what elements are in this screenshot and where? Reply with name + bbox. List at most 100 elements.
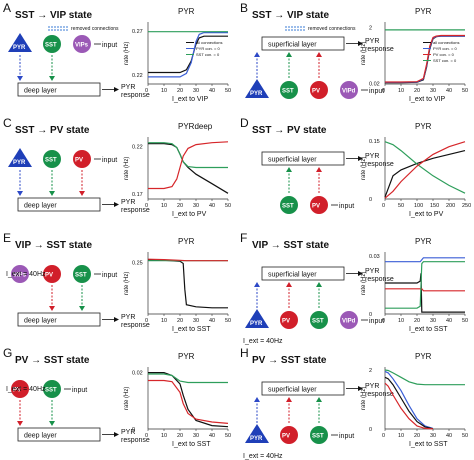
x-tick-label: 30 <box>193 203 199 209</box>
projection-arrowhead <box>79 191 85 196</box>
layer-label: superficial layer <box>268 42 317 49</box>
cell-sst: SST <box>280 52 298 99</box>
cell-label: VIPs <box>13 273 27 279</box>
y-tick-label: 0 <box>369 312 372 318</box>
projection-arrowhead <box>49 421 55 426</box>
series-line <box>148 141 229 190</box>
iext-label: I_ext = 40Hz <box>6 271 46 278</box>
cell-label: PV <box>312 204 320 210</box>
layer-label: deep layer <box>24 433 57 440</box>
projection-arrowhead <box>49 76 55 81</box>
series-line <box>148 31 228 78</box>
x-axis-label: I_ext to PV <box>409 211 444 218</box>
cell-label: SST <box>45 388 57 394</box>
y-tick-label: 0.03 <box>369 254 380 260</box>
sst-circle <box>280 81 298 99</box>
x-tick-label: 50 <box>398 203 404 209</box>
x-tick-label: 10 <box>161 88 167 94</box>
sst-circle <box>43 150 61 168</box>
cell-pyr: PYR <box>245 52 269 98</box>
series-line <box>148 372 229 428</box>
series-line <box>148 373 228 384</box>
x-tick-label: 30 <box>430 433 436 439</box>
cell-label: PV <box>13 388 21 394</box>
x-tick-label: 30 <box>193 433 199 439</box>
cell-label: SST <box>282 89 294 95</box>
panel-letter: E <box>3 231 11 245</box>
cell-label: VIPs <box>75 43 89 49</box>
series-line <box>384 382 434 430</box>
response-label: PYR <box>121 314 135 321</box>
series-line <box>147 259 228 309</box>
chart-title: PYR <box>178 7 195 16</box>
cell-pv: PV <box>73 150 91 196</box>
layer-label: deep layer <box>24 203 57 210</box>
y-tick-label: 0.25 <box>132 260 143 266</box>
legend-text: removed connections <box>308 26 356 32</box>
x-tick-label: 10 <box>398 88 404 94</box>
y-tick-label: 0.02 <box>132 371 143 377</box>
response-label: PYR <box>121 84 135 91</box>
chart-E: PYR 0 10 20 30 40 50 0.25 I_ext to SST rate (Hz) <box>124 237 231 333</box>
x-tick-label: 20 <box>177 203 183 209</box>
layer-label: superficial layer <box>268 157 317 164</box>
cell-sst: SST <box>310 282 328 329</box>
response-label: response <box>365 161 394 168</box>
series-line <box>384 150 466 198</box>
cell-label: PV <box>75 158 83 164</box>
y-tick-label: 2 <box>369 26 372 32</box>
cell-label: VIPd <box>342 319 356 325</box>
y-tick-label: 0 <box>369 427 372 433</box>
pyr-triangle <box>245 309 269 328</box>
legend-entry: PYR con. = 0 <box>196 46 220 51</box>
response-label: PYR <box>365 268 379 275</box>
vip-circle <box>11 265 29 283</box>
x-tick-label: 100 <box>414 203 423 209</box>
input-label: input <box>339 203 354 210</box>
chart-A: PYR 0 10 20 30 40 50 0.22 0.27 I_ext to VIP rate (… <box>124 7 231 103</box>
chart-C: PYRdeep 0 10 20 30 40 50 0.17 0.22 I_ext to PV rat… <box>124 122 231 218</box>
projection-arrowhead <box>254 282 260 287</box>
cell-sst: SST <box>73 265 91 311</box>
chart-title: PYR <box>415 7 432 16</box>
response-label: PYR <box>121 429 135 436</box>
panel-letter: A <box>3 1 11 15</box>
chart-B: PYR 0 10 20 30 40 50 0.02 2 I_ext to VIP rate (Hz)… <box>361 7 468 103</box>
cell-pv: PV <box>310 52 328 99</box>
cell-label: PYR <box>250 436 263 442</box>
y-tick-label: 0.15 <box>369 139 380 145</box>
panel-title: VIP → SST state <box>15 240 93 251</box>
cell-vip: VIPd <box>340 311 358 329</box>
chart-title: PYR <box>415 237 432 246</box>
chart-title: PYRdeep <box>178 122 213 131</box>
input-label: input <box>369 318 384 325</box>
series-line <box>384 141 466 199</box>
legend-entry: SST con. = 0 <box>196 52 220 57</box>
removed-legend: removed connections <box>285 26 356 32</box>
x-tick-label: 200 <box>446 203 455 209</box>
cell-pv: PV <box>280 397 298 444</box>
projection-arrowhead <box>286 167 292 172</box>
cell-pv: PV <box>310 167 328 214</box>
x-axis-label: I_ext to SST <box>172 441 211 448</box>
input-label: input <box>102 157 117 164</box>
y-axis-label: rate (Hz) <box>124 387 130 410</box>
cell-label: PYR <box>250 91 263 97</box>
chart-D: PYR 0 50 100 150 200 250 0 0.15 I_ext to PV rate (… <box>361 122 471 218</box>
series-line <box>385 257 465 263</box>
response-arrowhead <box>114 317 119 322</box>
x-tick-label: 30 <box>430 318 436 324</box>
response-arrowhead <box>358 41 363 46</box>
vip-circle <box>73 35 91 53</box>
response-arrowhead <box>114 432 119 437</box>
cell-vip: VIPs <box>11 265 29 283</box>
projection-arrowhead <box>254 52 260 57</box>
panel-letter: G <box>3 346 12 360</box>
cell-pyr: PYR <box>8 148 32 196</box>
cell-label: PV <box>282 434 290 440</box>
